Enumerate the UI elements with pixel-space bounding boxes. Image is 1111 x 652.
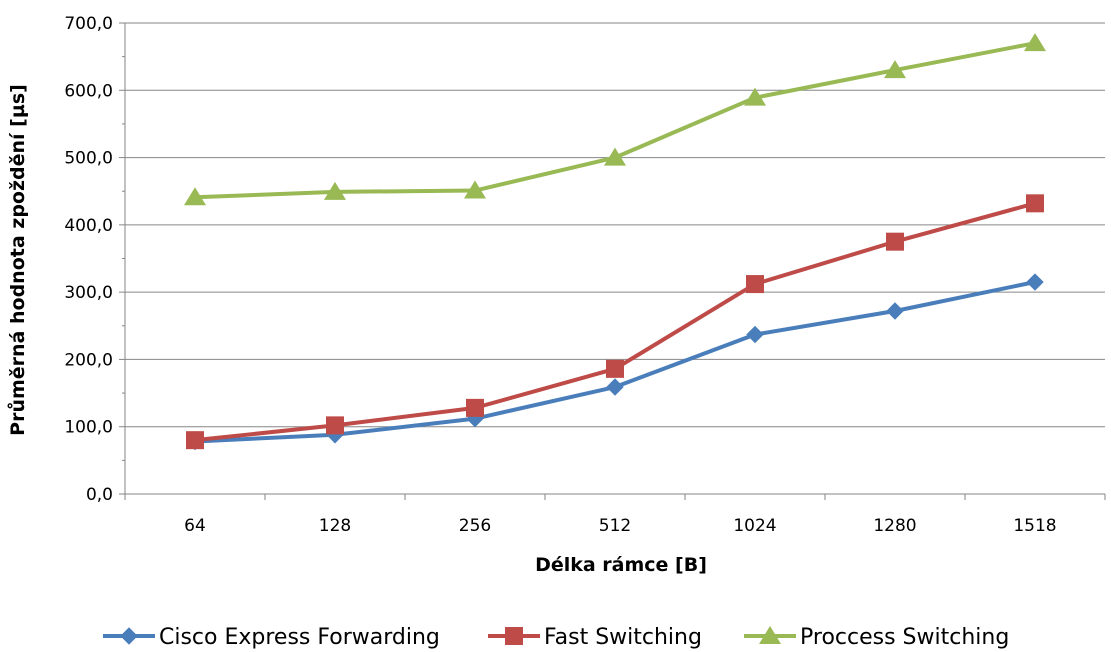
legend-item: Proccess Switching [744, 625, 1009, 650]
data-point [606, 359, 624, 378]
data-point [884, 60, 906, 79]
y-axis-tick-labels: 0,0 100,0 200,0 300,0 400,0 500,0 600,0 700,0 [64, 14, 113, 505]
legend-label: Fast Switching [544, 625, 702, 650]
legend-label: Cisco Express Forwarding [159, 625, 440, 650]
data-point [186, 431, 204, 450]
data-point [746, 275, 764, 294]
x-tick-label: 1280 [873, 516, 916, 536]
legend-item: Fast Switching [488, 625, 702, 650]
x-axis-title: Délka rámce [B] [535, 554, 707, 576]
x-tick-label: 512 [599, 516, 631, 536]
axes [119, 22, 1106, 500]
series-proccess-switching [184, 33, 1046, 206]
data-point [746, 325, 764, 344]
data-point [606, 378, 624, 396]
series-layer [184, 33, 1046, 451]
y-tick-label: 600,0 [64, 81, 113, 101]
data-point [604, 147, 626, 166]
data-point [744, 87, 766, 106]
x-tick-label: 64 [184, 516, 206, 536]
series-line [194, 41, 1036, 200]
y-tick-label: 300,0 [64, 283, 113, 303]
y-axis-title: Průměrná hodnota zpoždění [µs] [6, 84, 29, 436]
legend-item: Cisco Express Forwarding [103, 625, 440, 650]
data-point [1024, 33, 1046, 52]
legend-marker [120, 627, 138, 645]
y-tick-label: 400,0 [64, 216, 113, 236]
x-axis-tick-labels: 64 128 256 512 1024 1280 1518 [184, 516, 1056, 536]
series-line [194, 201, 1036, 443]
y-tick-label: 200,0 [64, 350, 113, 370]
y-tick-label: 0,0 [86, 485, 113, 505]
y-tick-label: 700,0 [64, 14, 113, 34]
data-point [184, 187, 206, 206]
legend-label: Proccess Switching [800, 625, 1009, 650]
data-point [326, 416, 344, 435]
data-point [886, 232, 904, 251]
data-point [1026, 194, 1044, 213]
x-tick-label: 256 [459, 516, 491, 536]
y-tick-label: 500,0 [64, 149, 113, 169]
data-point [1026, 273, 1044, 291]
legend-marker [759, 626, 781, 644]
y-tick-label: 100,0 [64, 418, 113, 438]
data-point [886, 302, 904, 320]
data-point [466, 398, 484, 417]
x-tick-label: 1024 [733, 516, 776, 536]
legend-marker [505, 627, 523, 645]
series-fast-switching [186, 194, 1044, 450]
data-point [464, 180, 486, 199]
x-tick-label: 1518 [1013, 516, 1056, 536]
x-tick-label: 128 [319, 516, 351, 536]
legend: Cisco Express Forwarding Fast Switching Pr… [103, 625, 1009, 650]
data-point [324, 181, 346, 200]
